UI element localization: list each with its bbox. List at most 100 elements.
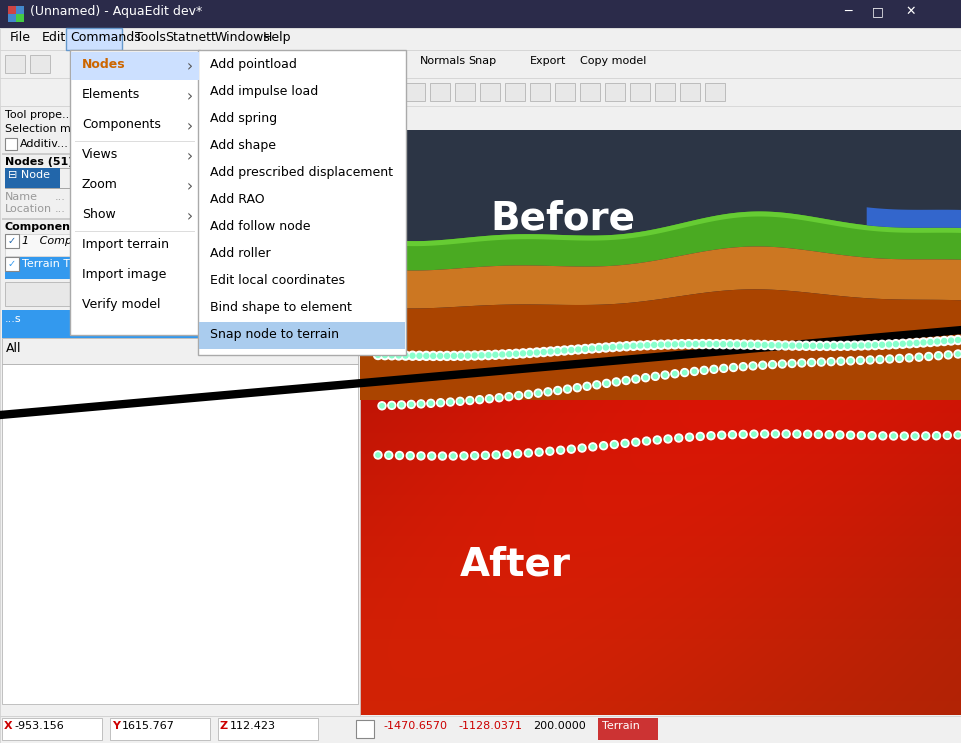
Bar [390, 130, 392, 240]
Bar [730, 130, 733, 213]
Bar [694, 130, 696, 221]
Bar [679, 130, 681, 224]
Text: X: X [4, 721, 12, 731]
Bar [721, 130, 724, 215]
Bar [544, 130, 546, 235]
Circle shape [588, 443, 596, 451]
Bar [825, 130, 827, 219]
Bar [613, 130, 615, 235]
Bar [490, 130, 492, 236]
Bar [809, 130, 811, 216]
Bar [480, 130, 482, 236]
Bar [787, 130, 790, 213]
Circle shape [728, 363, 737, 372]
Bar [505, 130, 507, 235]
Bar [373, 130, 375, 238]
Bar [362, 130, 364, 236]
Bar [811, 130, 814, 217]
Bar [909, 130, 911, 228]
Circle shape [506, 351, 511, 357]
Circle shape [782, 343, 787, 348]
Bar [918, 130, 920, 228]
Bar [533, 130, 535, 234]
Circle shape [738, 430, 747, 438]
Bar [762, 130, 764, 212]
Bar [468, 130, 470, 238]
Bar [637, 130, 639, 233]
Circle shape [633, 377, 637, 381]
Circle shape [766, 340, 776, 350]
Circle shape [867, 432, 875, 440]
Bar [512, 130, 515, 234]
Bar [894, 130, 896, 227]
Bar [0, 106, 359, 716]
Bar [943, 130, 945, 227]
Bar [620, 130, 622, 234]
Text: -1128.0371: -1128.0371 [457, 721, 522, 731]
Circle shape [557, 448, 562, 452]
Bar [692, 130, 695, 221]
Bar [601, 130, 603, 236]
Bar [409, 130, 411, 241]
Circle shape [711, 367, 715, 372]
Circle shape [681, 370, 686, 374]
Bar [5, 234, 358, 256]
Bar [554, 130, 555, 235]
Bar [585, 130, 587, 236]
Bar [682, 130, 685, 223]
Bar [810, 130, 813, 216]
Bar [549, 130, 551, 235]
Bar [661, 130, 663, 228]
Bar [866, 130, 868, 225]
Bar [931, 130, 933, 228]
Bar [520, 130, 522, 234]
Circle shape [899, 432, 907, 440]
Circle shape [762, 432, 766, 436]
Circle shape [649, 340, 658, 349]
Circle shape [698, 434, 702, 438]
Circle shape [746, 340, 754, 349]
Bar [453, 130, 455, 239]
Bar [681, 130, 683, 223]
Circle shape [945, 353, 949, 357]
Circle shape [579, 446, 583, 450]
Text: TERRAIN: TERRAIN [268, 259, 315, 269]
Bar [610, 130, 612, 235]
Bar [548, 130, 550, 235]
Bar [919, 130, 921, 228]
Circle shape [719, 364, 727, 372]
Bar [737, 130, 739, 212]
Bar [439, 130, 441, 240]
Text: -953.156: -953.156 [14, 721, 63, 731]
Circle shape [506, 395, 510, 399]
Circle shape [663, 340, 672, 349]
Text: ›: › [186, 210, 193, 224]
Bar [450, 130, 453, 239]
Bar [431, 130, 433, 241]
Circle shape [704, 340, 713, 348]
Circle shape [876, 340, 886, 349]
Bar [849, 130, 851, 223]
Bar [330, 312, 352, 334]
Bar [5, 138, 17, 150]
Circle shape [565, 387, 569, 392]
Bar [363, 130, 365, 236]
Circle shape [911, 339, 920, 348]
Bar [614, 130, 616, 235]
Text: Bind shape to element: Bind shape to element [209, 301, 352, 314]
Circle shape [867, 358, 872, 362]
Circle shape [573, 345, 582, 354]
Circle shape [904, 339, 913, 348]
Circle shape [720, 342, 725, 347]
Bar [359, 130, 961, 715]
Bar [768, 130, 771, 212]
Circle shape [878, 432, 886, 440]
Circle shape [467, 398, 472, 403]
Bar [415, 130, 417, 241]
Text: Add RAO: Add RAO [209, 193, 264, 206]
Circle shape [599, 442, 607, 450]
Circle shape [787, 360, 795, 368]
Circle shape [952, 336, 961, 345]
Bar [948, 130, 949, 228]
Circle shape [446, 398, 454, 406]
